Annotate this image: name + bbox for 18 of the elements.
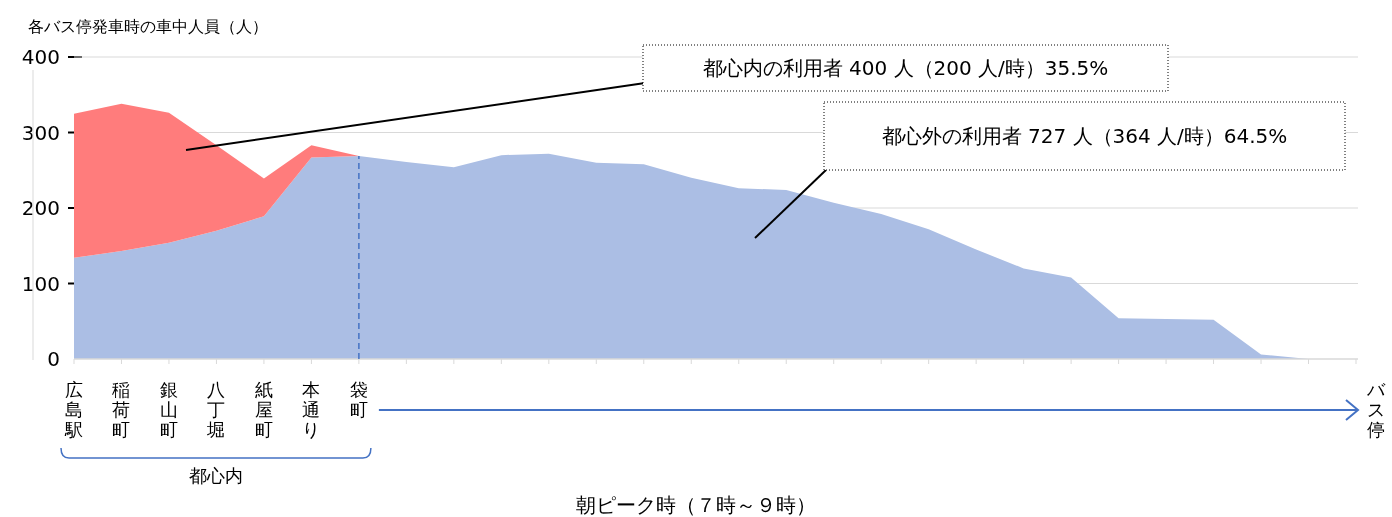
text: バス停 [1366,379,1386,440]
y-tick-label: 100 [21,271,60,296]
text: 都心内 [188,465,243,486]
y-tick-label: 0 [47,347,60,371]
y-tick-label: 200 [21,196,60,220]
annotation: 都心内の利用者 400 人（200 人/時）35.5% [702,56,1109,80]
x-tick-label: 八丁堀 [206,379,226,440]
y-tick-label: 300 [21,120,60,145]
y-axis-title: 各バス停発車時の車中人員（人） [28,17,268,36]
x-tick-label: 広島駅 [64,379,83,440]
x-tick-label: 袋町 [349,379,368,420]
annotation: 都心外の利用者 727 人（364 人/時）64.5% [881,124,1288,148]
x-tick-label: 本通り [302,379,321,440]
x-tick-label: 紙屋町 [254,379,273,440]
x-tick-label: 銀山町 [159,379,178,440]
x-tick-label: 稲荷町 [112,379,131,440]
y-tick-label: 400 [21,45,60,69]
x-axis-title: 朝ピーク時（７時～９時） [576,493,816,517]
